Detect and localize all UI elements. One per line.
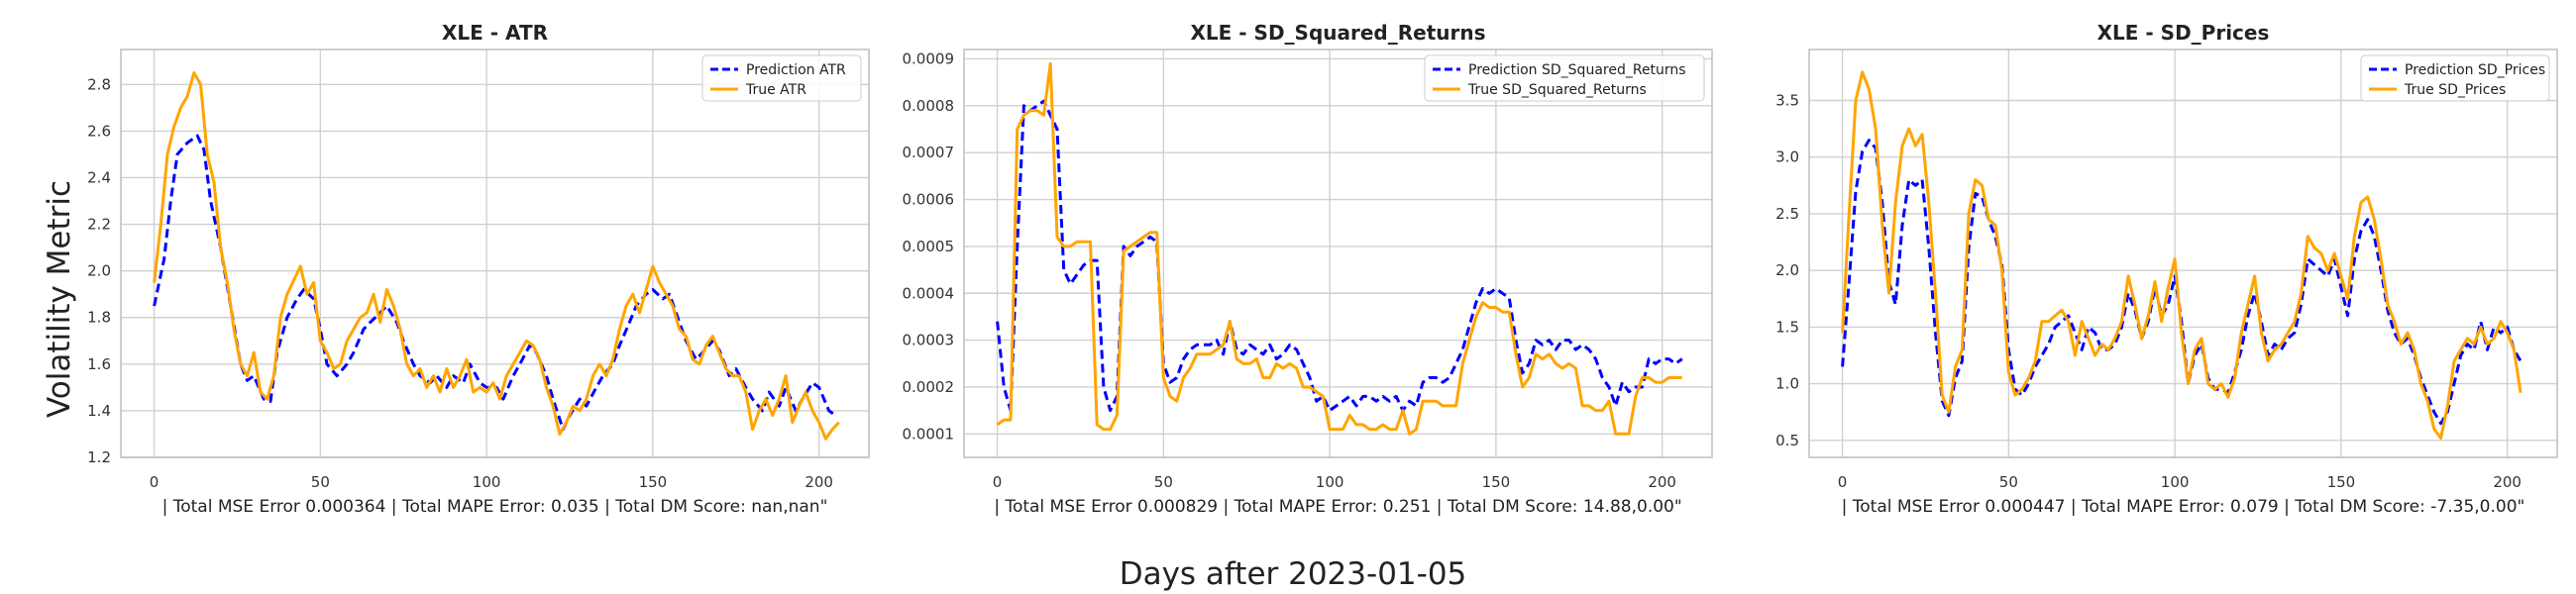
y-tick-label: 2.0	[87, 262, 111, 280]
x-tick-label: 100	[1316, 473, 1344, 491]
legend-label: True ATR	[745, 82, 806, 98]
chart-title: XLE - ATR	[442, 21, 548, 45]
y-tick-label: 2.8	[87, 75, 111, 93]
x-tick-label: 150	[1482, 473, 1511, 491]
true-series-line	[996, 61, 1682, 436]
legend-label: True SD_Squared_Returns	[1467, 82, 1647, 98]
plot-frame	[120, 49, 870, 458]
y-tick-label: 1.2	[87, 448, 111, 466]
x-tick-label: 0	[150, 473, 160, 491]
true-series-line	[1841, 70, 2522, 440]
panels: 1.2 1.4 1.6 1.8 2.0 2.2 2.4 2.6 2.8 0 50 100 150 200 X…	[87, 21, 2558, 517]
y-tick-label: 3.0	[1775, 148, 1799, 166]
y-tick-label: 0.0006	[903, 191, 955, 209]
y-tick-label: 0.0009	[903, 50, 955, 67]
x-tick-label: 50	[1999, 473, 2018, 491]
y-tick-label: 0.0005	[903, 238, 955, 255]
plot-area	[1809, 50, 2557, 457]
chart-title: XLE - SD_Squared_Returns	[1190, 21, 1485, 45]
y-tick-label: 2.4	[87, 168, 111, 186]
x-tick-label: 100	[473, 473, 501, 491]
legend-box	[1424, 54, 1705, 102]
y-tick-label: 1.8	[87, 309, 111, 327]
figure-xlabel: Days after 2023-01-05	[1120, 556, 1467, 592]
chart-panel-1: 1.2 1.4 1.6 1.8 2.0 2.2 2.4 2.6 2.8 0 50 100 150 200 X…	[87, 21, 870, 517]
plot-area	[121, 50, 869, 457]
chart-panel-3: 0.5 1.0 1.5 2.0 2.5 3.0 3.5 0 50 100 150 200 XLE - S…	[1775, 21, 2558, 517]
x-tick-label: 50	[311, 473, 330, 491]
y-tick-label: 3.5	[1775, 92, 1799, 110]
x-tick-label: 200	[805, 473, 833, 491]
chart-xlabel: | Total MSE Error 0.000364 | Total MAPE …	[162, 497, 828, 517]
legend-label: Prediction SD_Squared_Returns	[1468, 62, 1686, 78]
chart-panel-2: 0.0001 0.0002 0.0003 0.0004 0.0005 0.0006 0.00…	[903, 21, 1713, 517]
x-tick-label: 0	[1838, 473, 1848, 491]
legend-label: Prediction ATR	[746, 62, 846, 78]
x-tick-label: 200	[1648, 473, 1676, 491]
y-tick-label: 1.0	[1775, 375, 1799, 393]
chart-xlabel: | Total MSE Error 0.000829 | Total MAPE …	[994, 497, 1681, 517]
y-tick-label: 1.4	[87, 402, 111, 420]
y-tick-label: 2.6	[87, 122, 111, 140]
y-tick-label: 2.2	[87, 216, 111, 234]
x-tick-label: 150	[2327, 473, 2356, 491]
legend-label: True SD_Prices	[2404, 82, 2506, 98]
legend-label: Prediction SD_Prices	[2405, 62, 2545, 78]
y-tick-label: 2.0	[1775, 261, 1799, 279]
y-tick-label: 1.6	[87, 355, 111, 373]
x-tick-label: 150	[639, 473, 668, 491]
y-tick-label: 0.0003	[903, 332, 955, 349]
chart-title: XLE - SD_Prices	[2097, 21, 2270, 45]
legend-box	[2360, 54, 2550, 102]
prediction-series-line	[996, 99, 1683, 413]
x-tick-label: 0	[993, 473, 1003, 491]
plot-area	[964, 50, 1712, 457]
y-tick-label: 1.5	[1775, 318, 1799, 336]
plot-frame	[1808, 49, 2558, 458]
figure-ylabel: Volatility Metric	[42, 180, 77, 418]
y-tick-label: 0.0002	[903, 378, 955, 396]
legend-box	[701, 54, 862, 102]
y-tick-label: 0.0007	[903, 144, 955, 161]
plot-frame	[963, 49, 1713, 458]
x-tick-label: 200	[2493, 473, 2522, 491]
y-tick-label: 2.5	[1775, 205, 1799, 223]
true-series-line	[153, 71, 840, 441]
x-tick-label: 50	[1154, 473, 1173, 491]
chart-xlabel: | Total MSE Error 0.000447 | Total MAPE …	[1842, 497, 2525, 517]
y-tick-label: 0.0001	[903, 425, 955, 443]
x-tick-label: 100	[2161, 473, 2190, 491]
y-tick-label: 0.0008	[903, 97, 955, 115]
y-tick-label: 0.0004	[903, 284, 955, 302]
y-tick-label: 0.5	[1775, 432, 1799, 449]
